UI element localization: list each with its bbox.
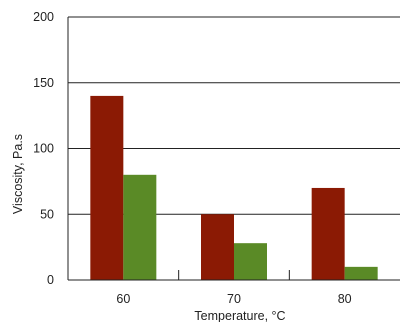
bar <box>234 243 267 280</box>
bars <box>90 95 378 281</box>
y-axis-title: Viscosity, Pa.s <box>11 134 25 214</box>
x-tick-label: 60 <box>116 292 130 306</box>
y-tick-label: 200 <box>33 10 54 24</box>
bar <box>123 174 157 280</box>
axes <box>67 17 400 281</box>
y-tick-label: 100 <box>33 142 54 156</box>
y-tick-label: 0 <box>47 273 54 287</box>
x-tick-label: 80 <box>338 292 352 306</box>
bar <box>344 266 378 280</box>
y-tick-label: 50 <box>40 207 54 221</box>
x-tick-label: 70 <box>227 292 241 306</box>
tick-labels: 0 50 100 150 200 60 70 80 <box>33 10 352 306</box>
y-tick-label: 150 <box>33 76 54 90</box>
bar <box>201 214 234 280</box>
bar <box>311 187 345 280</box>
bar <box>90 95 124 281</box>
x-axis-title: Temperature, °C <box>194 309 285 322</box>
